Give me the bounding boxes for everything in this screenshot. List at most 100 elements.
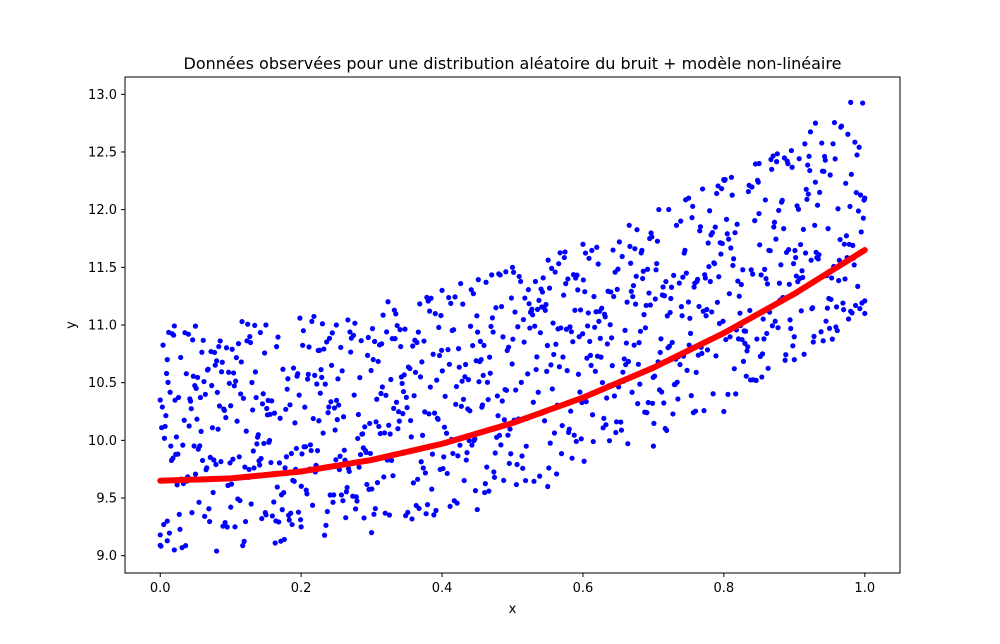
- data-point: [656, 206, 662, 213]
- data-point: [607, 322, 613, 328]
- data-point: [168, 443, 174, 449]
- data-point: [547, 440, 553, 446]
- data-point: [460, 396, 467, 402]
- data-point: [331, 405, 338, 411]
- data-point: [663, 278, 669, 285]
- data-point: [499, 398, 505, 404]
- data-point: [356, 464, 362, 470]
- data-point: [860, 215, 866, 221]
- data-point: [718, 251, 724, 257]
- data-point: [271, 410, 278, 416]
- data-point: [296, 392, 302, 398]
- data-point: [279, 507, 285, 513]
- data-point: [302, 404, 308, 410]
- data-point: [580, 241, 586, 247]
- data-point: [594, 244, 600, 250]
- data-point: [728, 174, 735, 180]
- data-point: [556, 261, 562, 267]
- data-point: [527, 325, 533, 331]
- data-point: [281, 490, 287, 496]
- data-point: [392, 336, 398, 342]
- data-point: [298, 483, 304, 489]
- data-point: [272, 540, 278, 546]
- data-point: [324, 508, 330, 515]
- data-point: [643, 302, 649, 309]
- data-point: [396, 418, 402, 424]
- data-point: [467, 323, 474, 329]
- data-point: [822, 157, 828, 163]
- data-point: [171, 547, 177, 553]
- data-point: [213, 461, 219, 468]
- data-point: [162, 423, 168, 430]
- data-point: [631, 342, 637, 348]
- data-point: [404, 404, 410, 411]
- data-point: [723, 336, 729, 343]
- data-point: [411, 393, 417, 399]
- data-point: [275, 334, 281, 340]
- data-point: [530, 399, 536, 405]
- data-point: [271, 499, 277, 505]
- data-point: [601, 415, 607, 421]
- data-point: [274, 484, 280, 490]
- data-point: [833, 304, 840, 310]
- data-point: [350, 332, 357, 338]
- data-point: [799, 268, 805, 274]
- data-point: [836, 278, 842, 284]
- data-point: [828, 296, 834, 303]
- data-point: [340, 498, 346, 504]
- data-point: [860, 100, 866, 106]
- data-point: [845, 131, 851, 137]
- data-point: [592, 324, 598, 330]
- data-point: [382, 510, 388, 516]
- data-point: [428, 295, 434, 301]
- data-point: [509, 264, 516, 270]
- data-point: [386, 422, 392, 428]
- data-point: [720, 318, 726, 324]
- data-point: [419, 432, 426, 438]
- data-point: [217, 338, 223, 344]
- data-point: [745, 344, 751, 350]
- data-point: [192, 471, 199, 477]
- data-point: [171, 323, 177, 329]
- data-point: [407, 417, 414, 424]
- data-point: [818, 329, 824, 335]
- data-point: [361, 515, 367, 521]
- data-point: [469, 442, 475, 448]
- data-point: [714, 190, 720, 197]
- data-point: [419, 359, 425, 365]
- data-point: [769, 323, 775, 329]
- data-point: [170, 455, 176, 461]
- data-point: [352, 320, 358, 326]
- data-point: [468, 287, 474, 293]
- data-point: [642, 325, 649, 331]
- data-point: [598, 354, 604, 360]
- data-point: [457, 442, 463, 448]
- data-point: [765, 365, 771, 371]
- data-point: [206, 506, 212, 512]
- data-point: [552, 269, 558, 275]
- data-point: [415, 476, 421, 482]
- data-point: [440, 465, 446, 472]
- data-point: [729, 192, 735, 198]
- data-point: [613, 429, 619, 436]
- data-point: [723, 216, 730, 222]
- data-point: [565, 276, 571, 282]
- data-point: [782, 357, 788, 363]
- data-point: [289, 521, 295, 528]
- data-point: [333, 457, 339, 463]
- data-point: [788, 325, 794, 332]
- data-point: [728, 245, 734, 251]
- data-point: [811, 333, 817, 339]
- data-point: [645, 399, 651, 406]
- data-point: [287, 402, 293, 408]
- data-point: [812, 222, 818, 228]
- data-point: [862, 310, 868, 317]
- data-point: [570, 339, 576, 345]
- data-point: [486, 488, 492, 494]
- data-point: [492, 450, 498, 456]
- data-point: [790, 261, 797, 267]
- data-point: [819, 140, 825, 146]
- data-point: [526, 301, 532, 307]
